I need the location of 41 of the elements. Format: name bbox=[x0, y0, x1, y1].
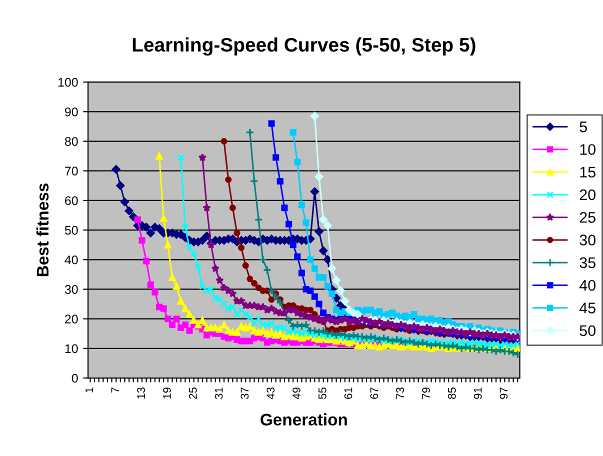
legend-label: 30 bbox=[580, 234, 596, 246]
y-tick-label: 20 bbox=[65, 314, 78, 324]
y-tick-label: 80 bbox=[64, 137, 78, 146]
y-tick-label: 100 bbox=[58, 78, 78, 87]
legend-label: 45 bbox=[579, 302, 596, 314]
x-tick-label: 49 bbox=[292, 388, 300, 400]
x-tick-label: 1 bbox=[85, 388, 94, 392]
y-tick-label: 60 bbox=[65, 196, 78, 206]
x-tick-label: 73 bbox=[396, 388, 404, 399]
y-tick-label: 90 bbox=[65, 107, 78, 116]
x-tick-label: 85 bbox=[448, 388, 456, 399]
y-tick-label: 10 bbox=[65, 344, 78, 354]
legend-label: 40 bbox=[579, 280, 596, 291]
x-tick-label: 61 bbox=[344, 388, 352, 399]
x-tick-label: 55 bbox=[318, 388, 326, 399]
y-tick-label: 0 bbox=[72, 374, 78, 383]
x-tick-label: 97 bbox=[500, 388, 508, 399]
y-tick-label: 70 bbox=[65, 166, 78, 176]
x-axis-title: Generation bbox=[260, 413, 347, 426]
x-tick-label: 43 bbox=[266, 388, 275, 400]
legend-label: 10 bbox=[580, 144, 596, 155]
x-tick-label: 25 bbox=[188, 388, 197, 399]
x-tick-label: 37 bbox=[240, 388, 249, 399]
legend-label: 35 bbox=[580, 257, 596, 268]
y-tick-label: 40 bbox=[64, 255, 78, 264]
x-tick-label: 67 bbox=[370, 388, 378, 399]
x-tick-label: 31 bbox=[214, 388, 223, 399]
legend-label: 20 bbox=[580, 189, 596, 200]
legend-label: 50 bbox=[580, 325, 596, 336]
y-tick-label: 50 bbox=[64, 226, 78, 235]
x-tick-label: 7 bbox=[111, 388, 119, 393]
legend-label: 25 bbox=[580, 212, 596, 223]
legend-label: 15 bbox=[580, 166, 596, 178]
legend-label: 5 bbox=[580, 122, 587, 132]
x-tick-label: 91 bbox=[474, 388, 482, 399]
x-tick-label: 79 bbox=[422, 388, 430, 399]
x-tick-label: 19 bbox=[163, 388, 171, 399]
y-axis-title: Best fitness bbox=[36, 183, 49, 276]
x-tick-label: 13 bbox=[137, 388, 145, 399]
chart-title: Learning-Speed Curves (5-50, Step 5) bbox=[132, 37, 476, 56]
y-tick-label: 30 bbox=[64, 285, 78, 294]
